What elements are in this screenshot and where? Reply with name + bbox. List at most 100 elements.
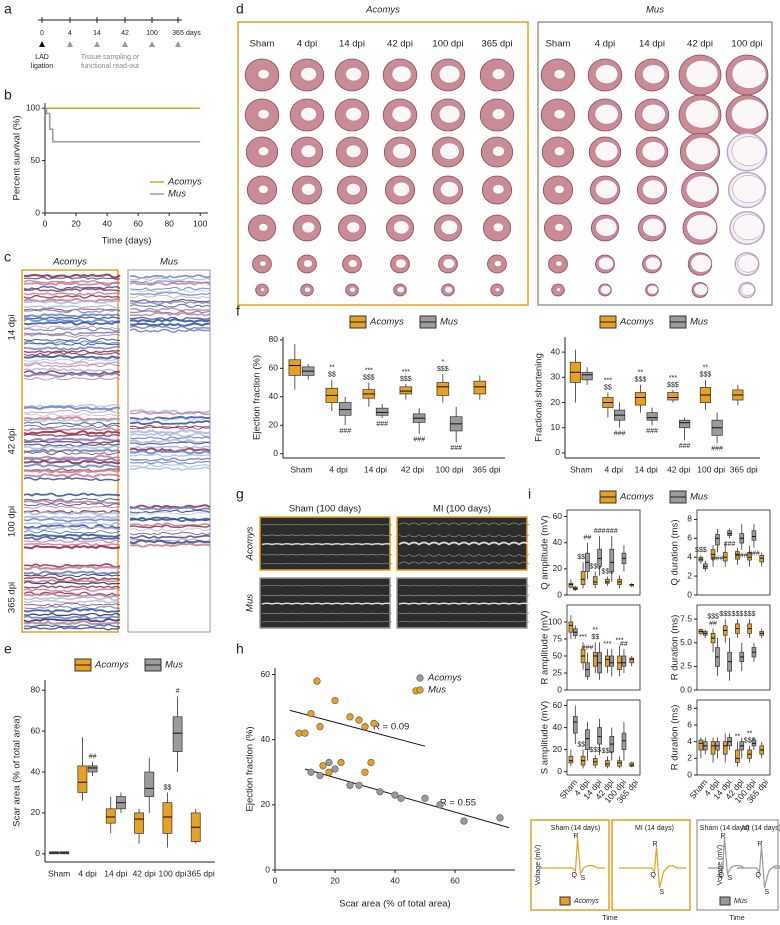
y-tick-label: 80 bbox=[31, 684, 41, 694]
box bbox=[735, 749, 740, 763]
row-label: Acomys bbox=[245, 526, 256, 561]
echo-trace bbox=[398, 522, 530, 526]
box bbox=[172, 716, 183, 752]
x-tick-label: 100 dpi bbox=[697, 464, 725, 474]
panel-letter: f bbox=[236, 303, 240, 319]
annotation: *** bbox=[615, 638, 623, 645]
box bbox=[77, 765, 88, 793]
heart-cavity bbox=[492, 184, 505, 195]
y-axis-label: Ejection fraction (%) bbox=[252, 355, 263, 440]
point bbox=[337, 758, 345, 767]
annotation: ### bbox=[614, 431, 626, 438]
y-axis-label: S amplitude (mV) bbox=[540, 701, 551, 774]
box bbox=[105, 808, 116, 824]
tissue-fiber bbox=[23, 502, 121, 507]
tissue-fiber bbox=[23, 576, 121, 581]
x-axis-label: Scar area (% of total area) bbox=[339, 899, 450, 910]
ecg-frame bbox=[696, 819, 779, 911]
tissue-fiber bbox=[23, 573, 121, 578]
tissue-fiber bbox=[23, 468, 121, 474]
plot-frame bbox=[696, 699, 771, 776]
tissue-fiber bbox=[23, 473, 121, 478]
heart-cavity bbox=[300, 67, 317, 82]
point bbox=[421, 794, 429, 802]
annotation: ### bbox=[748, 551, 760, 558]
heart-cavity bbox=[647, 285, 659, 295]
tissue-fiber bbox=[23, 403, 121, 408]
ecg-trace bbox=[745, 845, 780, 889]
wave-label: S bbox=[765, 889, 770, 896]
tissue-fiber bbox=[129, 539, 211, 545]
survival-line bbox=[45, 107, 201, 143]
box bbox=[568, 755, 574, 764]
tissue-fiber bbox=[23, 456, 121, 462]
y-tick-label: 0 bbox=[35, 848, 40, 858]
x-tick-label: 60 bbox=[133, 218, 143, 228]
tissue-fiber bbox=[129, 411, 211, 416]
box bbox=[667, 392, 679, 401]
tissue-fiber bbox=[23, 581, 121, 585]
y-tick-label: 20 bbox=[553, 563, 563, 573]
legend-label: Mus bbox=[690, 317, 708, 328]
tissue-fiber bbox=[129, 524, 211, 529]
tissue-fiber bbox=[129, 457, 211, 462]
annotation: ### bbox=[413, 437, 425, 444]
tissue-fiber bbox=[23, 337, 121, 342]
point bbox=[361, 768, 369, 776]
column-label: 365 dpi bbox=[481, 39, 512, 50]
tissue-fiber bbox=[129, 322, 211, 327]
timeline-label: Tissue sampling or bbox=[81, 54, 140, 61]
heart-cavity bbox=[346, 221, 360, 234]
point bbox=[313, 677, 321, 685]
tissue-fiber bbox=[129, 426, 211, 430]
tissue-fiber bbox=[23, 579, 121, 584]
x-tick-label: 365 dpi bbox=[187, 868, 215, 878]
x-tick-label: 0 bbox=[43, 218, 48, 228]
heart-cavity bbox=[645, 256, 661, 271]
box bbox=[288, 359, 302, 376]
tissue-fiber bbox=[129, 291, 211, 296]
x-tick-label: 40 bbox=[102, 218, 112, 228]
tissue-fiber bbox=[23, 445, 121, 450]
heart-cavity bbox=[740, 283, 755, 296]
tissue-fiber bbox=[23, 273, 121, 279]
y-tick-label: 2 bbox=[687, 570, 692, 580]
box bbox=[572, 716, 578, 734]
row-label: 42 dpi bbox=[7, 429, 18, 455]
tissue-fiber bbox=[23, 354, 121, 360]
legend-marker bbox=[416, 686, 424, 694]
box bbox=[609, 548, 615, 572]
legend-label: Acomys bbox=[619, 317, 654, 328]
tissue-fiber bbox=[23, 612, 121, 617]
heart-cavity bbox=[300, 144, 317, 158]
wave-label: R bbox=[574, 833, 579, 840]
heart-cavity bbox=[391, 105, 412, 123]
y-tick-label: 0 bbox=[265, 864, 270, 874]
box bbox=[87, 765, 98, 773]
tissue-fiber bbox=[23, 587, 121, 593]
annotation: $$$ bbox=[695, 547, 707, 554]
annotation: $$ bbox=[328, 372, 336, 379]
heart-cavity bbox=[492, 222, 504, 232]
point bbox=[391, 791, 399, 799]
tissue-fiber bbox=[129, 531, 211, 536]
x-tick-label: 42 dpi bbox=[133, 868, 156, 878]
legend-label: Mus bbox=[165, 660, 183, 671]
tissue-fiber bbox=[23, 433, 121, 438]
box bbox=[162, 802, 173, 834]
y-tick-label: 40 bbox=[269, 391, 279, 401]
y-axis-label: R duration (ms) bbox=[670, 705, 681, 770]
ecg-y-label: Voltage (mV) bbox=[717, 845, 724, 885]
annotation: $$$ bbox=[635, 377, 647, 384]
tissue-fiber bbox=[23, 429, 121, 436]
echo-trace bbox=[261, 534, 393, 536]
annotation: ** bbox=[638, 370, 644, 377]
annotation: ** bbox=[747, 731, 753, 738]
annotation: ### bbox=[736, 553, 748, 560]
echo-trace bbox=[261, 562, 393, 565]
box bbox=[629, 657, 635, 664]
tissue-fiber bbox=[23, 372, 121, 378]
tissue-fiber bbox=[129, 445, 211, 450]
tissue-fiber bbox=[23, 542, 121, 547]
y-tick-label: 25 bbox=[553, 667, 563, 677]
